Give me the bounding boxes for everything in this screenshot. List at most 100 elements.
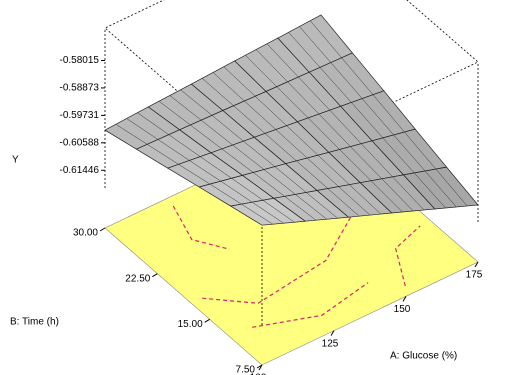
surface-mesh [284,196,317,221]
surface-mesh [211,115,244,142]
surface-mesh [262,200,295,223]
surface-cell [229,197,307,226]
surface-mesh [435,168,468,207]
surface-mesh [264,133,297,162]
surface-mesh [180,89,213,116]
surface-mesh [243,140,275,167]
surface-mesh [147,144,179,165]
box-top [104,0,479,166]
surface-mesh [223,66,256,97]
surface-mesh [327,188,360,217]
surface-mesh [372,94,405,133]
surface-mesh [178,164,211,185]
surface-mesh [157,139,190,161]
x-tick [474,261,479,268]
surface-mesh [212,72,245,102]
surface-mesh [244,100,276,130]
surface-mesh [274,166,307,193]
y-tick-label: 22.50 [125,273,150,284]
surface-mesh [370,180,403,213]
surface-mesh [319,67,352,103]
surface-mesh [245,55,277,87]
surface-mesh [241,203,273,225]
surface-mesh [233,105,266,134]
surface-mesh [306,192,338,219]
x-axis-label: A: Glucose (%) [390,351,457,362]
z-tick-label: -0.61446 [60,165,100,176]
surface-mesh [263,169,296,195]
surface-mesh [137,112,169,135]
surface-mesh [275,129,308,159]
x-tick [402,296,407,302]
y-tick [204,318,210,323]
surface-mesh [317,155,350,185]
surface-mesh [288,32,321,68]
surface-mesh [209,183,242,205]
contour-line [172,205,230,250]
surface-mesh [361,143,393,178]
surface-mesh [255,96,287,126]
surface-mesh [221,148,254,173]
surface-mesh [252,201,284,224]
surface-mesh [329,110,362,144]
surface-mesh [318,113,351,147]
surface-mesh [299,26,331,63]
surface-mesh [232,144,265,170]
y-tick-label: 30.00 [73,228,98,239]
surface-mesh [310,20,342,58]
surface-mesh [168,134,201,157]
surface-mesh [350,146,382,179]
x-tick [330,330,335,336]
surface-mesh [362,98,394,136]
surface-mesh [330,62,363,99]
surface-mesh [266,43,299,78]
surface-mesh [201,119,233,146]
surface-mesh [338,186,371,216]
surface-mesh [339,149,372,181]
surface-mesh [200,156,232,179]
y-tick [256,364,263,369]
surface-mesh [231,178,264,201]
surface-mesh [158,101,191,126]
z-tick-label: -0.60588 [60,137,100,148]
surface-mesh [341,57,374,95]
surface-mesh [126,118,159,140]
surface-mesh [202,78,234,106]
surface-mesh [190,124,222,150]
x-tick-label: 150 [394,304,411,315]
z-axis-label: Y [12,155,19,166]
x-tick-label: 100 [250,373,267,375]
contour-line [202,201,360,304]
surface-mesh [296,160,328,189]
surface-mesh [253,172,285,197]
surface-mesh [393,134,426,172]
surface-mesh [307,157,339,187]
surface-mesh [189,160,221,182]
surface-mesh [298,76,330,111]
y-tick [152,273,158,278]
surface-mesh [404,131,436,170]
y-tick-label: 7.50 [236,365,256,375]
surface-mesh [392,176,425,211]
surface-mesh [115,124,148,145]
z-tick-label: -0.59731 [60,110,100,121]
surface-mesh [382,137,415,174]
z-tick-label: -0.58873 [60,83,100,94]
surface-mesh [169,95,202,121]
surface-mesh [286,125,319,156]
surface-mesh [287,81,320,115]
surface-mesh [349,184,381,215]
surface-mesh [351,102,383,139]
surface-mesh [381,178,414,212]
x-tick-label: 125 [322,338,339,349]
surface-mesh [424,170,457,208]
x-tick-label: 175 [466,270,483,281]
contour-line [394,225,421,287]
y-axis-label: B: Time (h) [10,317,59,328]
contour-line [252,282,369,328]
surface-mesh [220,180,253,203]
surface-mesh [295,194,327,220]
z-tick-label: -0.58015 [60,55,100,66]
y-tick-label: 15.00 [178,319,203,330]
